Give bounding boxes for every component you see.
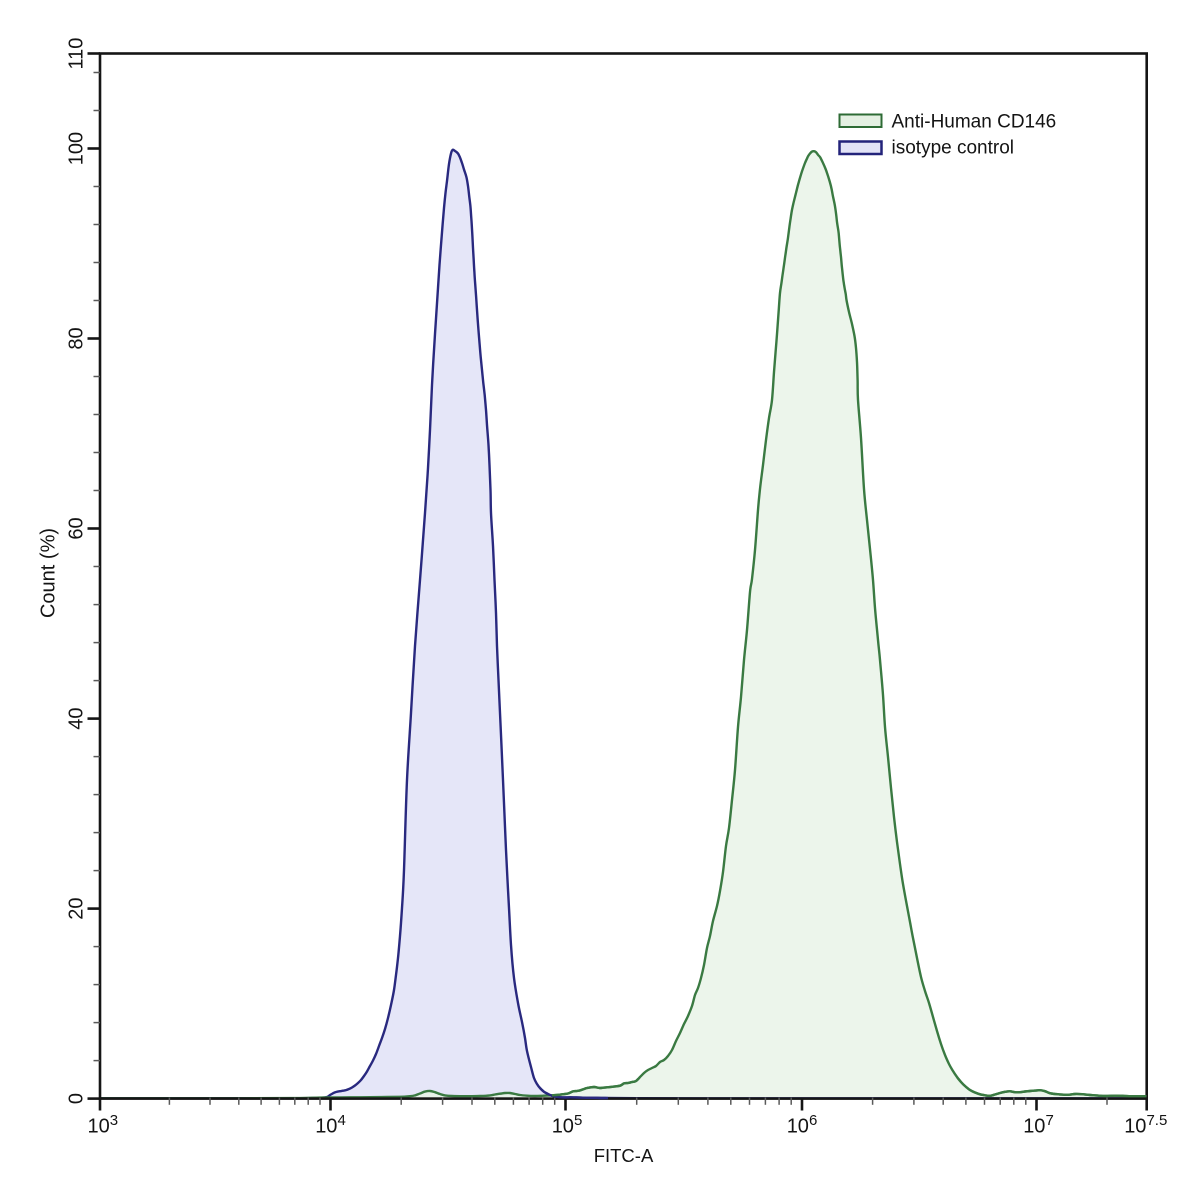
svg-text:40: 40 xyxy=(66,707,88,729)
svg-text:0: 0 xyxy=(66,1093,88,1104)
svg-text:107: 107 xyxy=(1023,1112,1054,1138)
svg-text:Count (%): Count (%) xyxy=(38,528,60,618)
svg-text:60: 60 xyxy=(66,517,88,539)
svg-text:80: 80 xyxy=(66,327,88,349)
svg-text:100: 100 xyxy=(66,132,88,165)
svg-text:FITC-A: FITC-A xyxy=(594,1145,654,1166)
svg-text:110: 110 xyxy=(66,38,88,70)
svg-text:isotype control: isotype control xyxy=(892,138,1015,159)
svg-text:20: 20 xyxy=(66,897,88,919)
svg-text:Anti-Human CD146: Anti-Human CD146 xyxy=(892,112,1057,133)
